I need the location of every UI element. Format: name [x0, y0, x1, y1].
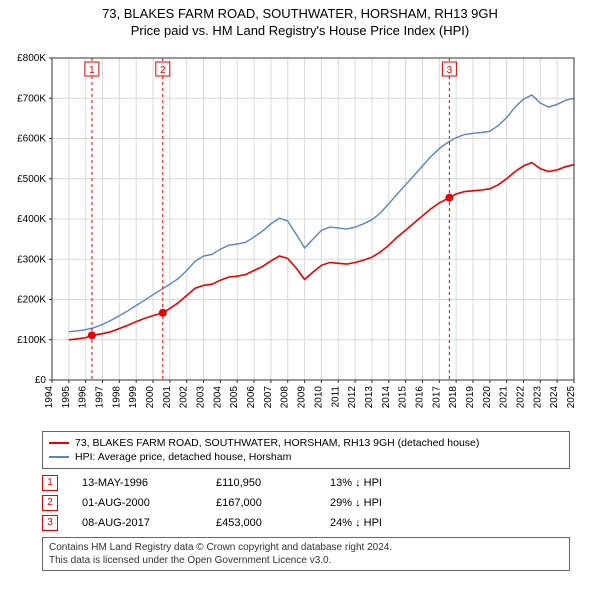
y-tick-label: £400K: [17, 214, 46, 225]
sale-price: £167,000: [216, 493, 306, 513]
legend: 73, BLAKES FARM ROAD, SOUTHWATER, HORSHA…: [42, 431, 570, 469]
x-tick-label: 2010: [313, 386, 324, 409]
legend-row: HPI: Average price, detached house, Hors…: [49, 450, 563, 464]
x-tick-label: 2005: [229, 386, 240, 409]
x-tick-label: 1994: [44, 386, 55, 409]
x-tick-label: 1995: [61, 386, 72, 409]
sale-delta: 13% ↓ HPI: [330, 473, 382, 493]
sale-number-badge: 3: [42, 515, 58, 531]
x-tick-label: 2023: [532, 386, 543, 409]
x-tick-label: 1997: [95, 386, 106, 409]
x-tick-label: 2018: [448, 386, 459, 409]
sale-dot: [159, 309, 167, 317]
sale-marker-num: 2: [160, 65, 166, 76]
y-tick-label: £100K: [17, 335, 46, 346]
x-tick-label: 2024: [549, 386, 560, 409]
y-tick-label: £0: [35, 375, 47, 386]
x-tick-label: 2012: [347, 386, 358, 409]
sale-price: £453,000: [216, 513, 306, 533]
chart-title-sub: Price paid vs. HM Land Registry's House …: [4, 23, 596, 38]
x-tick-label: 2015: [398, 386, 409, 409]
x-tick-label: 2007: [263, 386, 274, 409]
chart-title-main: 73, BLAKES FARM ROAD, SOUTHWATER, HORSHA…: [4, 6, 596, 21]
sale-price: £110,950: [216, 473, 306, 493]
sale-marker-num: 3: [447, 65, 453, 76]
x-tick-label: 2009: [297, 386, 308, 409]
sale-marker-num: 1: [89, 65, 95, 76]
y-tick-label: £800K: [17, 53, 46, 64]
sales-row: 1 13-MAY-1996 £110,950 13% ↓ HPI: [42, 473, 570, 493]
x-tick-label: 1999: [128, 386, 139, 409]
sales-row: 3 08-AUG-2017 £453,000 24% ↓ HPI: [42, 513, 570, 533]
footer-line: Contains HM Land Registry data © Crown c…: [49, 541, 563, 554]
x-tick-label: 2006: [246, 386, 257, 409]
sale-delta: 24% ↓ HPI: [330, 513, 382, 533]
x-tick-label: 2014: [381, 386, 392, 409]
sales-table: 1 13-MAY-1996 £110,950 13% ↓ HPI 2 01-AUG-200…: [42, 473, 570, 533]
x-tick-label: 2001: [162, 386, 173, 409]
sales-row: 2 01-AUG-2000 £167,000 29% ↓ HPI: [42, 493, 570, 513]
footer-line: This data is licensed under the Open Gov…: [49, 554, 563, 567]
sale-number-badge: 2: [42, 495, 58, 511]
chart-area: £0 £100K £200K £300K £400K £500K £600K £700K £80…: [0, 40, 600, 425]
x-tick-label: 1996: [78, 386, 89, 409]
y-tick-label: £500K: [17, 174, 46, 185]
x-tick-label: 2019: [465, 386, 476, 409]
x-tick-label: 2004: [212, 386, 223, 409]
x-tick-label: 2003: [196, 386, 207, 409]
x-tick-label: 2013: [364, 386, 375, 409]
attribution-footer: Contains HM Land Registry data © Crown c…: [42, 537, 570, 571]
x-tick-label: 2011: [330, 386, 341, 408]
legend-row: 73, BLAKES FARM ROAD, SOUTHWATER, HORSHA…: [49, 436, 563, 450]
x-tick-label: 2020: [482, 386, 493, 409]
chart-title-block: 73, BLAKES FARM ROAD, SOUTHWATER, HORSHA…: [0, 0, 600, 40]
x-tick-label: 1998: [111, 386, 122, 409]
x-tick-label: 2017: [431, 386, 442, 409]
legend-label: HPI: Average price, detached house, Hors…: [75, 450, 291, 464]
y-tick-label: £600K: [17, 134, 46, 145]
x-tick-label: 2016: [414, 386, 425, 409]
y-tick-label: £300K: [17, 254, 46, 265]
sale-dot: [445, 194, 453, 202]
legend-label: 73, BLAKES FARM ROAD, SOUTHWATER, HORSHA…: [75, 436, 479, 450]
x-tick-label: 2025: [566, 386, 577, 409]
y-tick-label: £700K: [17, 93, 46, 104]
x-tick-label: 2022: [515, 386, 526, 409]
legend-swatch: [49, 442, 69, 444]
sale-date: 01-AUG-2000: [82, 493, 192, 513]
x-tick-label: 2000: [145, 386, 156, 409]
sale-delta: 29% ↓ HPI: [330, 493, 382, 513]
x-tick-label: 2021: [499, 386, 510, 409]
chart-svg: £0 £100K £200K £300K £400K £500K £600K £700K £80…: [0, 40, 600, 420]
y-tick-label: £200K: [17, 295, 46, 306]
legend-swatch: [49, 456, 69, 458]
x-tick-label: 2002: [179, 386, 190, 409]
sale-dot: [88, 331, 96, 339]
x-tick-label: 2008: [280, 386, 291, 409]
sale-number-badge: 1: [42, 475, 58, 491]
sale-date: 08-AUG-2017: [82, 513, 192, 533]
sale-date: 13-MAY-1996: [82, 473, 192, 493]
